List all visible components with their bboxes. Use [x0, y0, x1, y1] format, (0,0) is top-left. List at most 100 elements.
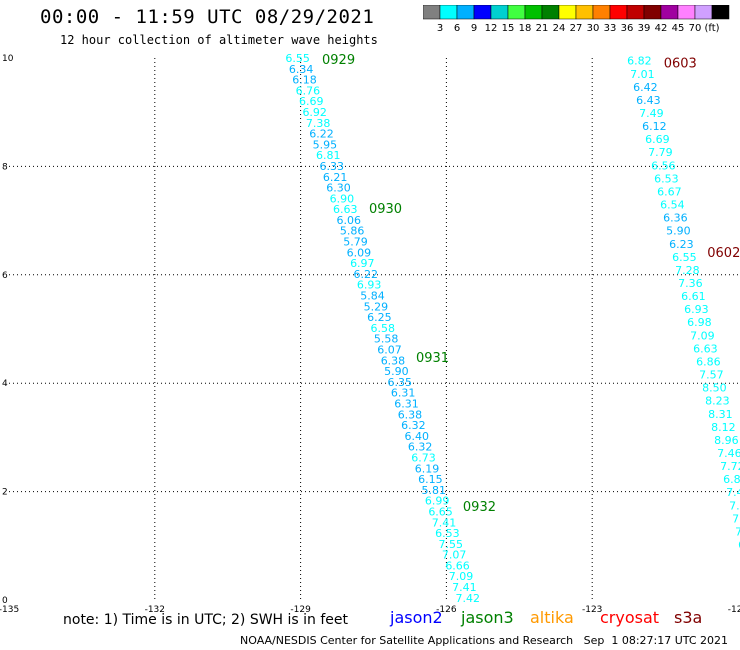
color-scale-label: 21 [536, 23, 549, 34]
wave-height-value: 6.76 [296, 84, 321, 97]
wave-height-value: 6.69 [645, 133, 670, 146]
wave-height-value: 6.31 [391, 387, 416, 400]
wave-height-value: 6.81 [316, 149, 341, 162]
wave-height-value: 6.88 [723, 473, 740, 486]
y-tick-label: 10 [2, 54, 14, 64]
wave-height-value: 7.09 [735, 525, 740, 538]
color-scale-label: (ft) [704, 23, 719, 34]
wave-height-value: 7.46 [717, 447, 740, 460]
legend-altika: altika [530, 608, 574, 627]
y-tick-label: 0 [2, 596, 8, 606]
y-tick-label: 2 [2, 488, 8, 498]
wave-height-value: 7.81 [732, 512, 740, 525]
color-scale-label: 70 [689, 23, 702, 34]
wave-height-value: 6.33 [319, 160, 344, 173]
wave-height-value: 6.32 [408, 441, 433, 454]
wave-height-value: 6.61 [681, 290, 706, 303]
x-tick-label: -126 [436, 605, 457, 615]
wave-height-value: 6.92 [302, 106, 327, 119]
wave-height-value: 6.19 [415, 462, 440, 475]
wave-height-value: 8.50 [702, 382, 727, 395]
wave-height-value: 6.15 [418, 473, 443, 486]
wave-height-value: 8.31 [708, 408, 733, 421]
wave-height-value: 7.79 [648, 146, 673, 159]
wave-height-value: 6.98 [687, 316, 712, 329]
color-scale-label: 6 [454, 23, 460, 34]
wave-height-value: 6.31 [394, 397, 419, 410]
wave-height-value: 6.25 [367, 311, 392, 324]
wave-height-value: 7.45 [726, 486, 740, 499]
color-scale-label: 15 [502, 23, 515, 34]
y-tick-label: 4 [2, 379, 8, 389]
wave-height-value: 7.41 [432, 516, 457, 529]
legend-cryosat: cryosat [600, 608, 660, 627]
wave-height-value: 5.95 [313, 138, 338, 151]
wave-height-value: 7.36 [678, 277, 703, 290]
wave-height-value: 7.09 [449, 570, 474, 583]
wave-height-value: 5.79 [343, 236, 368, 249]
wave-height-value: 6.38 [381, 354, 406, 367]
x-tick-label: -129 [290, 605, 311, 615]
wave-height-value: 6.73 [411, 451, 436, 464]
wave-height-value: 6.40 [405, 430, 430, 443]
wave-height-value: 6.43 [636, 94, 661, 107]
x-tick-label: -132 [145, 605, 165, 615]
wave-height-value: 5.29 [364, 300, 389, 313]
wave-height-value: 7.38 [306, 117, 331, 130]
wave-height-value: 5.86 [340, 225, 365, 238]
wave-height-value: 6.99 [425, 495, 450, 508]
color-scale-label: 27 [570, 23, 583, 34]
color-scale-label: 30 [587, 23, 600, 34]
wave-height-value: 6.63 [333, 203, 358, 216]
wave-height-value: 6.22 [353, 268, 378, 281]
x-tick-label: -120 [728, 605, 740, 615]
wave-height-value: 6.82 [627, 55, 652, 68]
wave-height-value: 6.53 [435, 527, 460, 540]
wave-height-value: 7.49 [639, 107, 664, 120]
pass-time-label: 0930 [369, 202, 402, 217]
wave-height-value: 8.12 [711, 421, 736, 434]
color-scale-label: 12 [485, 23, 498, 34]
legend-jason2: jason2 [390, 608, 443, 627]
wave-height-value: 6.12 [642, 120, 667, 133]
wave-height-value: 6.90 [330, 192, 355, 205]
wave-height-value: 7.57 [699, 369, 724, 382]
wave-height-value: 6.30 [326, 182, 351, 195]
wave-height-value: 5.90 [384, 365, 409, 378]
note-text: note: 1) Time is in UTC; 2) SWH is in fe… [63, 612, 349, 628]
color-scale-label: 45 [672, 23, 685, 34]
y-tick-label: 6 [2, 271, 8, 281]
wave-height-value: 6.22 [309, 128, 334, 141]
wave-height-value: 6.06 [336, 214, 361, 227]
color-scale-label: 33 [604, 23, 617, 34]
wave-height-value: 7.42 [456, 592, 481, 605]
wave-height-value: 6.93 [357, 279, 382, 292]
y-tick-label: 8 [2, 162, 8, 172]
wave-height-value: 6.63 [693, 342, 718, 355]
pass-time-label: 0931 [416, 351, 449, 366]
wave-height-value: 7.55 [439, 538, 464, 551]
wave-height-value: 6.21 [323, 171, 348, 184]
wave-height-value: 6.67 [657, 185, 682, 198]
legend-jason3: jason3 [461, 608, 514, 627]
wave-height-value: 6.18 [292, 74, 317, 87]
wave-height-value: 6.55 [672, 251, 697, 264]
color-scale-label: 36 [621, 23, 634, 34]
wave-height-value: 7.07 [442, 549, 467, 562]
x-tick-label: -123 [582, 605, 602, 615]
wave-height-value: 5.58 [374, 333, 399, 346]
wave-height-value: 6.55 [285, 52, 310, 65]
color-scale-label: 9 [471, 23, 477, 34]
wave-height-value: 6.66 [445, 559, 470, 572]
wave-height-value: 7.01 [630, 68, 655, 81]
wave-height-value: 5.90 [666, 225, 691, 238]
wave-height-value: 7.72 [720, 460, 740, 473]
wave-height-value: 8.96 [714, 434, 739, 447]
wave-height-value: 6.53 [654, 172, 679, 185]
wave-height-value: 6.65 [428, 505, 453, 518]
color-scale-label: 39 [638, 23, 651, 34]
wave-height-value: 6.35 [387, 376, 412, 389]
wave-height-value: 6.09 [347, 246, 372, 259]
wave-height-value: 6.69 [299, 95, 324, 108]
